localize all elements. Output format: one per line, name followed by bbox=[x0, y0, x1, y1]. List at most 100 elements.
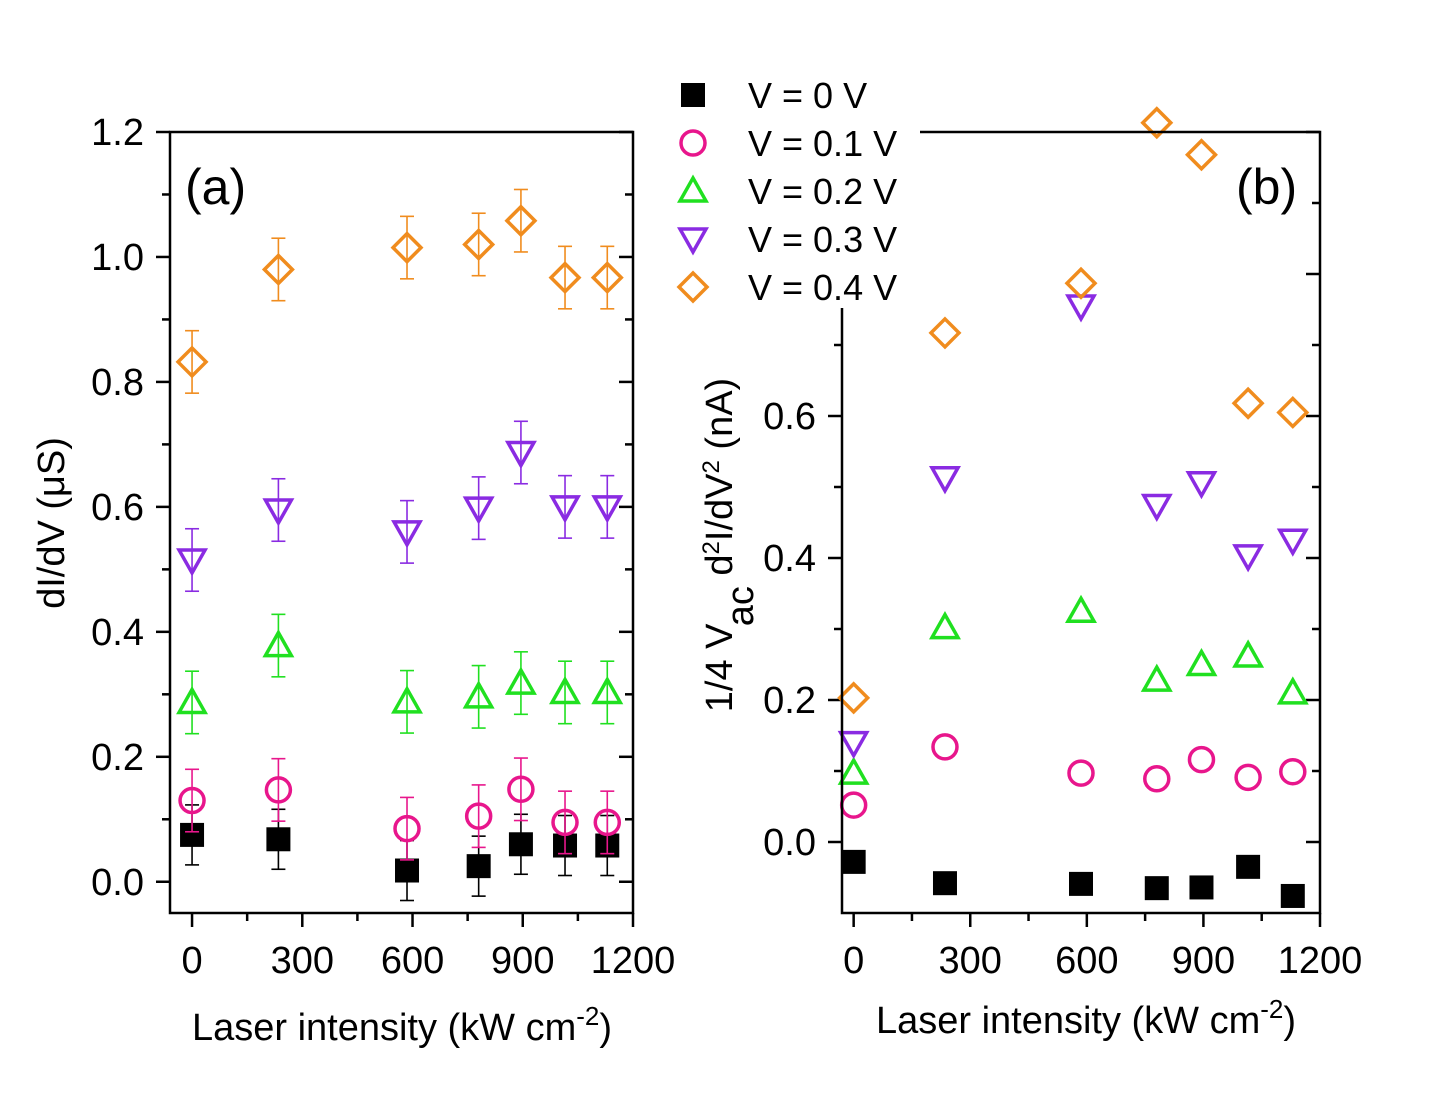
data-point bbox=[504, 666, 537, 695]
legend-items: V = 0 V V = 0.1 V V = 0.2 V V = 0.3 V V = 0.… bbox=[676, 75, 897, 308]
data-point bbox=[261, 252, 295, 286]
panel-b-x-tick-label: 1200 bbox=[1278, 940, 1363, 982]
panel-b-x-tick-label: 0 bbox=[843, 940, 864, 982]
data-point bbox=[591, 495, 624, 524]
data-point bbox=[931, 733, 959, 761]
legend-label: V = 0.1 V bbox=[748, 123, 897, 164]
data-point bbox=[391, 520, 424, 549]
data-point bbox=[390, 231, 424, 265]
panel-b-x-tick-label: 600 bbox=[1055, 940, 1118, 982]
data-point bbox=[175, 345, 209, 379]
legend-label: V = 0.4 V bbox=[748, 267, 897, 308]
legend-label: V = 0 V bbox=[748, 75, 867, 116]
data-point bbox=[462, 227, 496, 261]
data-point bbox=[1069, 871, 1093, 896]
data-point bbox=[1276, 395, 1310, 429]
panel-b-y-tick-label: 0.4 bbox=[763, 538, 816, 580]
data-point bbox=[549, 675, 582, 705]
panel-a-label: (a) bbox=[185, 159, 246, 215]
panel-a-x-tick-label: 900 bbox=[491, 940, 554, 982]
data-point bbox=[1234, 763, 1262, 792]
panel-a-x-tick-label: 600 bbox=[381, 940, 444, 982]
data-point bbox=[1185, 647, 1218, 677]
data-point bbox=[593, 808, 622, 837]
panel-b-y-tick-label: 0.2 bbox=[763, 680, 816, 722]
panel-a-frame bbox=[168, 130, 635, 915]
data-point bbox=[507, 775, 535, 804]
legend-marker bbox=[677, 174, 709, 203]
panel-a-y-axis-title: dI/dV (μS) bbox=[31, 437, 73, 609]
data-point bbox=[1140, 106, 1174, 140]
data-point bbox=[839, 791, 868, 819]
legend-marker bbox=[679, 129, 707, 157]
data-point bbox=[837, 756, 870, 785]
data-point bbox=[1232, 639, 1265, 668]
data-point bbox=[264, 776, 293, 804]
data-point bbox=[1144, 876, 1169, 901]
data-point bbox=[928, 611, 961, 640]
data-point bbox=[590, 261, 624, 295]
data-point bbox=[591, 675, 624, 705]
data-point bbox=[395, 858, 420, 883]
panel-b-y-tick-label: 0.0 bbox=[763, 822, 816, 864]
data-point bbox=[548, 261, 582, 295]
data-point bbox=[464, 802, 493, 830]
data-point bbox=[841, 849, 866, 874]
data-point bbox=[1279, 757, 1307, 786]
legend-label: V = 0.3 V bbox=[748, 219, 897, 260]
data-point bbox=[1140, 493, 1173, 523]
data-point bbox=[1236, 854, 1261, 879]
data-point bbox=[932, 871, 957, 896]
data-point bbox=[176, 685, 209, 715]
panel-b-ticks: 0 300 600 900 1200 0.0 0.2 0.4 0.6 bbox=[763, 130, 1363, 982]
panel-b-label: (b) bbox=[1236, 159, 1297, 215]
data-point bbox=[178, 786, 206, 815]
data-point bbox=[1143, 765, 1171, 793]
data-point bbox=[1185, 470, 1218, 500]
data-point bbox=[1064, 266, 1098, 300]
panel-a-data-marks bbox=[175, 188, 624, 902]
panel-b-x-axis-title: Laser intensity (kW cm-2) bbox=[876, 994, 1296, 1042]
panel-a-ticks: 0 300 600 900 1200 0.0 0.2 0.4 0.6 0.8 1.0 1.2 bbox=[91, 112, 675, 982]
data-point bbox=[551, 808, 579, 837]
legend-marker bbox=[677, 227, 709, 256]
panel-a-x-tick-label: 0 bbox=[181, 940, 202, 982]
panel-b-frame bbox=[840, 130, 1322, 915]
data-point bbox=[1140, 663, 1173, 692]
data-point bbox=[837, 681, 871, 715]
panel-b-y-axis-title: 1/4 Vac d2I/dV2 (nA) bbox=[698, 378, 763, 712]
panel-b-y-tick-label: 0.6 bbox=[763, 396, 816, 438]
data-point bbox=[504, 204, 538, 238]
data-point bbox=[1189, 875, 1214, 900]
data-point bbox=[393, 814, 421, 843]
legend-label: V = 0.2 V bbox=[748, 171, 897, 212]
panel-a-x-tick-label: 300 bbox=[271, 940, 334, 982]
data-point bbox=[837, 730, 870, 760]
data-point bbox=[1187, 745, 1216, 774]
data-point bbox=[928, 466, 961, 495]
data-point bbox=[508, 832, 533, 857]
data-point bbox=[266, 827, 291, 852]
data-point bbox=[176, 548, 209, 577]
panel-b: 0 300 600 900 1200 0.0 0.2 0.4 0.6 (b) Laser int… bbox=[698, 106, 1363, 1042]
data-point bbox=[262, 498, 295, 527]
panel-a-y-tick-label: 0.8 bbox=[91, 362, 144, 404]
data-point bbox=[1276, 676, 1309, 705]
data-point bbox=[1280, 883, 1305, 908]
data-point bbox=[928, 316, 962, 350]
data-point bbox=[1184, 138, 1218, 172]
data-point bbox=[262, 629, 295, 658]
panel-a-y-tick-label: 0.4 bbox=[91, 612, 144, 654]
data-point bbox=[466, 854, 491, 879]
data-point bbox=[1276, 528, 1309, 557]
panel-a-x-axis-title: Laser intensity (kW cm-2) bbox=[192, 1001, 612, 1049]
legend-marker bbox=[676, 270, 710, 304]
data-point bbox=[549, 495, 582, 524]
data-point bbox=[1065, 594, 1097, 623]
legend-marker bbox=[681, 83, 705, 107]
legend: V = 0 V V = 0.1 V V = 0.2 V V = 0.3 V V = 0.… bbox=[665, 68, 920, 308]
data-point bbox=[1231, 386, 1265, 420]
panel-a-y-tick-label: 1.2 bbox=[91, 112, 144, 154]
